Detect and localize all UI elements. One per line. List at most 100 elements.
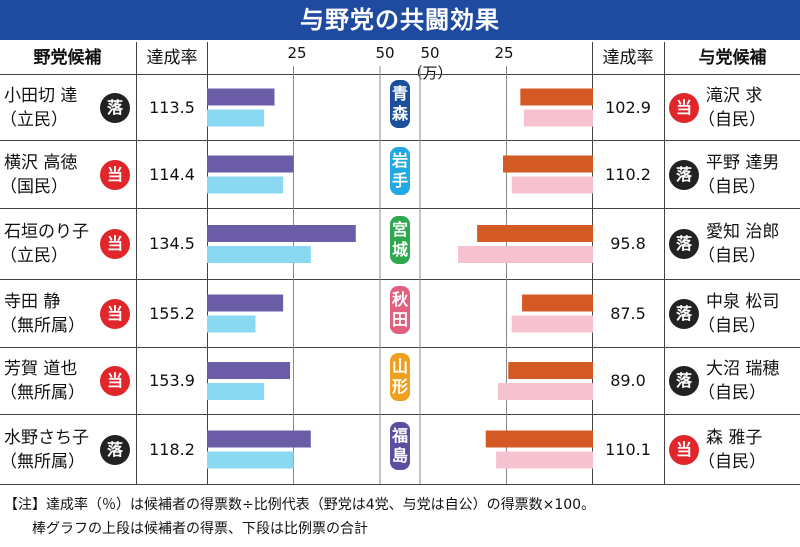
note-line-1: 【注】達成率（％）は候補者の得票数÷比例代表（野党は4党、与党は自公）の得票数×… [4, 497, 596, 513]
ruling-party: （自民） [698, 315, 766, 336]
prefecture-label: 宮城 [390, 216, 410, 264]
opposition-rate: 134.5 [149, 234, 195, 253]
opposition-candidate-bar [207, 430, 311, 448]
ruling-rate: 89.0 [610, 371, 646, 390]
prefecture-label: 青森 [390, 79, 410, 128]
header-ruling: 与党候補 [698, 48, 767, 68]
prefecture-char: 田 [391, 309, 408, 329]
column-divider [664, 42, 665, 484]
opposition-candidate-bar [207, 155, 294, 173]
ruling-party: （自民） [698, 109, 766, 130]
opposition-rate: 118.2 [149, 439, 195, 459]
opposition-party: （無所属） [0, 383, 85, 403]
ruling-candidate-bar [477, 225, 593, 242]
opposition-result-badge: 当 [100, 298, 130, 329]
opposition-rate: 155.2 [149, 303, 195, 323]
ruling-candidate-bar [485, 430, 593, 448]
ruling-party: （自民） [698, 246, 766, 266]
ruling-proportional-bar [511, 176, 593, 194]
prefecture-char: 手 [391, 170, 408, 190]
tick-left-25: 25 [287, 44, 307, 62]
opposition-candidate-name: 芳賀 道也 [4, 359, 78, 379]
prefecture-char: 形 [391, 377, 408, 396]
opposition-rate: 113.5 [149, 97, 195, 117]
ruling-party: （自民） [698, 383, 766, 403]
opposition-result-badge: 当 [100, 366, 130, 396]
opposition-proportional-bar [207, 176, 284, 194]
tick-right-25: 25 [494, 44, 514, 62]
opposition-proportional-bar [207, 383, 265, 400]
note-line-2: 棒グラフの上段は候補者の得票、下段は比例票の合計 [4, 521, 368, 537]
opposition-rate: 114.4 [149, 164, 195, 184]
ruling-candidate-name: 大沼 瑞穂 [706, 359, 780, 379]
ruling-candidate-bar [508, 362, 593, 379]
header-opposition: 野党候補 [33, 48, 102, 68]
ruling-result-badge: 落 [669, 366, 699, 396]
opposition-candidate-bar [207, 88, 275, 106]
opposition-party: （国民） [0, 176, 68, 197]
prefecture-label: 山形 [390, 353, 410, 401]
opposition-result-badge: 当 [100, 159, 130, 190]
axis-unit-label: 50（万） [407, 44, 453, 82]
ruling-proportional-bar [511, 315, 593, 333]
ruling-candidate-bar [520, 88, 593, 106]
ruling-candidate-bar [522, 294, 593, 312]
ruling-rate: 95.8 [610, 234, 646, 253]
row-divider [0, 347, 800, 348]
ruling-candidate-name: 愛知 治郎 [706, 222, 780, 242]
prefecture-char: 島 [391, 445, 408, 465]
row-divider [0, 414, 800, 415]
header-rate-right: 達成率 [602, 48, 654, 68]
ruling-candidate-name: 平野 達男 [706, 152, 780, 173]
row-divider [0, 140, 800, 141]
opposition-party: （立民） [0, 246, 68, 266]
opposition-party: （立民） [0, 109, 68, 130]
opposition-candidate-name: 寺田 静 [4, 291, 61, 312]
ruling-result-badge: 落 [669, 159, 699, 190]
opposition-party: （無所属） [0, 315, 85, 336]
chart-title: 与野党の共闘効果 [0, 0, 800, 40]
opposition-proportional-bar [207, 451, 294, 469]
opposition-candidate-name: 横沢 高徳 [4, 152, 78, 173]
opposition-candidate-bar [207, 362, 291, 379]
opposition-candidate-name: 石垣のり子 [4, 222, 89, 242]
ruling-party: （自民） [698, 176, 766, 197]
ruling-result-badge: 落 [669, 298, 699, 329]
opposition-rate: 153.9 [149, 371, 195, 390]
prefecture-char: 宮 [391, 220, 408, 239]
ruling-rate: 110.1 [605, 439, 651, 459]
ruling-proportional-bar [523, 109, 593, 127]
ruling-candidate-bar [503, 155, 593, 173]
ruling-result-badge: 当 [669, 92, 699, 123]
ruling-rate: 87.5 [610, 303, 646, 323]
table-bottom-rule [0, 484, 800, 485]
header-rate-left: 達成率 [146, 48, 198, 68]
prefecture-char: 青 [391, 83, 408, 103]
prefecture-label: 岩手 [390, 146, 410, 195]
opposition-candidate-name: 小田切 達 [4, 85, 78, 106]
prefecture-label: 秋田 [390, 285, 410, 334]
column-divider [136, 42, 137, 484]
ruling-result-badge: 落 [669, 229, 699, 259]
prefecture-char: 岩 [391, 150, 408, 170]
ruling-party: （自民） [698, 451, 766, 472]
opposition-result-badge: 落 [100, 434, 130, 465]
opposition-candidate-bar [207, 225, 356, 242]
header-rule [0, 74, 800, 75]
opposition-proportional-bar [207, 246, 311, 263]
prefecture-label: 福島 [390, 421, 410, 470]
opposition-result-badge: 当 [100, 229, 130, 259]
opposition-candidate-bar [207, 294, 284, 312]
row-divider [0, 208, 800, 209]
ruling-candidate-name: 中泉 松司 [706, 291, 780, 312]
ruling-proportional-bar [458, 246, 593, 263]
opposition-proportional-bar [207, 109, 265, 127]
ruling-candidate-name: 滝沢 求 [706, 85, 763, 106]
prefecture-char: 秋 [391, 289, 408, 309]
row-divider [0, 279, 800, 280]
prefecture-char: 福 [391, 425, 408, 445]
opposition-party: （無所属） [0, 451, 85, 472]
prefecture-char: 城 [391, 240, 408, 259]
ruling-proportional-bar [496, 451, 593, 469]
